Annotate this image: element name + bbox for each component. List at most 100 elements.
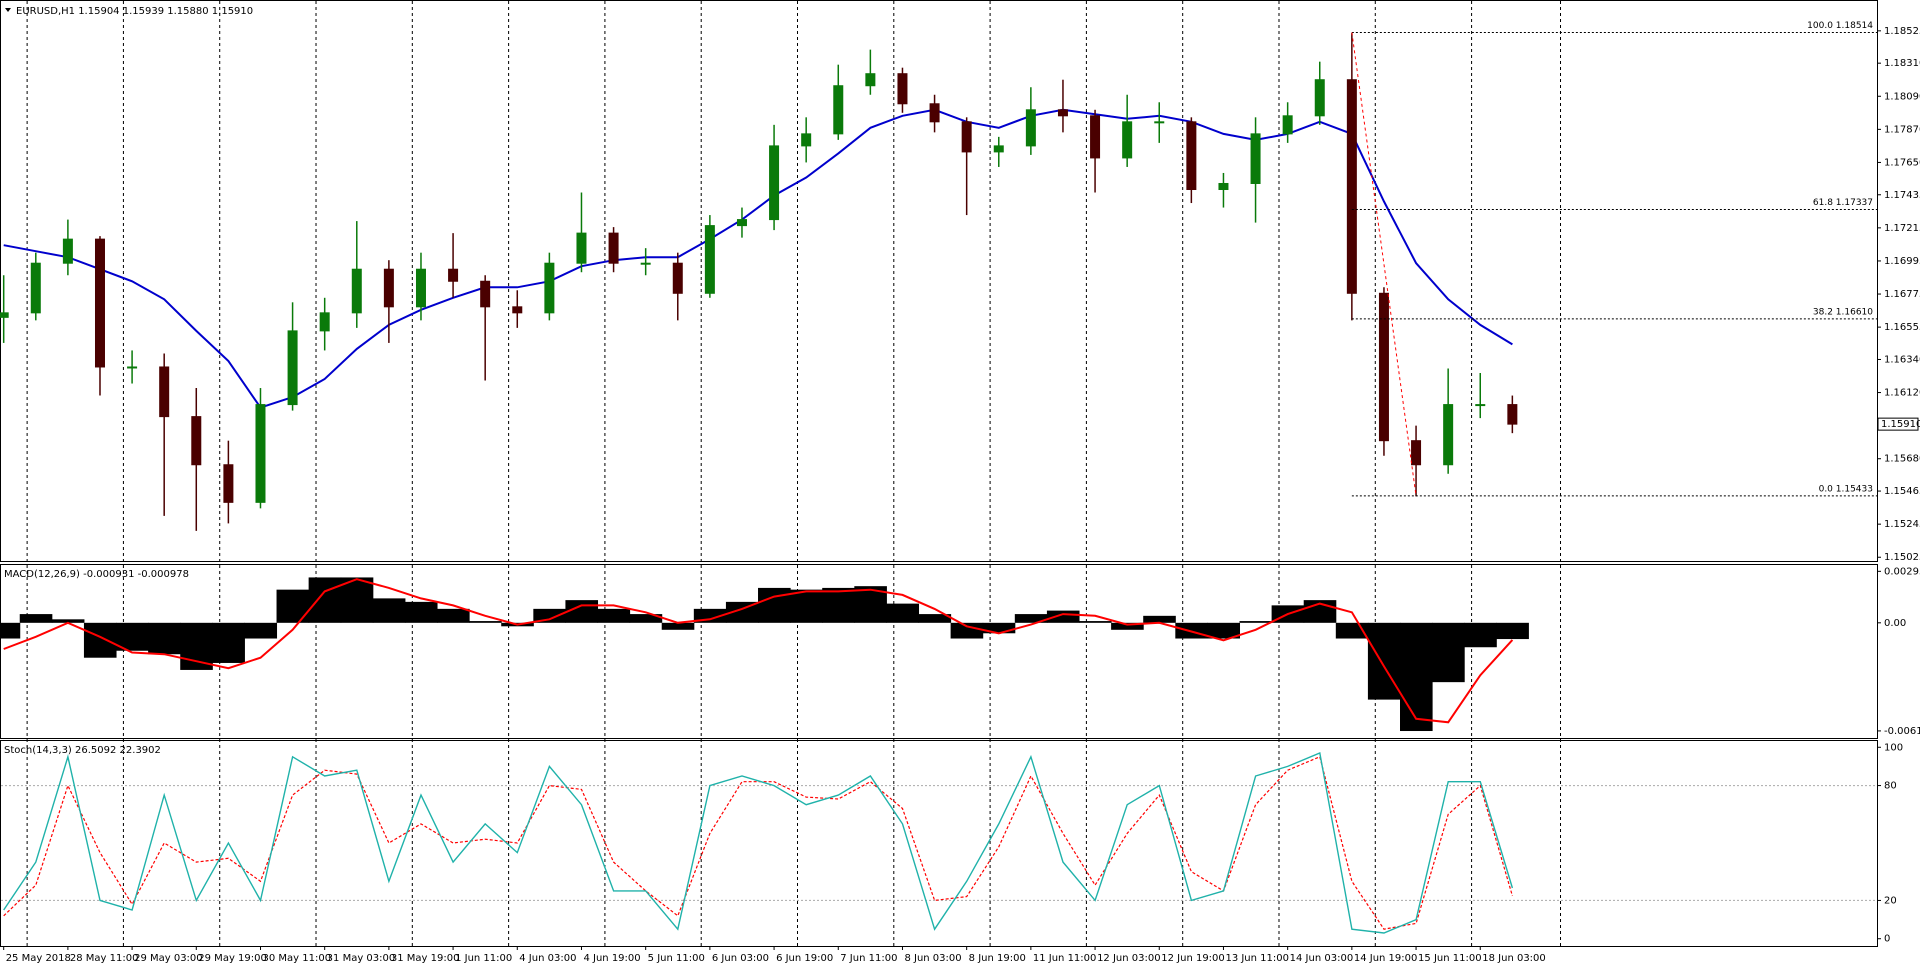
y-tick-label: 1.16555: [1884, 322, 1920, 333]
x-tick-label: 18 Jun 03:00: [1482, 953, 1546, 964]
candle-body: [94, 238, 105, 368]
symbol-menu-arrow[interactable]: [5, 8, 11, 12]
stoch-main: [3, 752, 1514, 934]
y-tick-label: 1.15025: [1884, 552, 1920, 563]
candle-body: [865, 73, 876, 87]
macd-bar: [116, 622, 149, 651]
candle-body: [833, 85, 844, 135]
macd-bar: [1496, 622, 1529, 640]
macd-bar: [212, 622, 245, 663]
x-tick-label: 12 Jun 03:00: [1097, 953, 1161, 964]
y-tick-label: 0.00295: [1884, 566, 1920, 577]
candle-body: [1411, 440, 1422, 466]
x-tick-label: 5 Jun 11:00: [648, 953, 705, 964]
y-tick-label: 1.16340: [1884, 354, 1920, 365]
macd-bar: [19, 614, 53, 623]
candle-body: [1443, 404, 1454, 466]
y-tick-label: 1.16120: [1884, 388, 1920, 399]
y-tick-label: 20: [1884, 895, 1897, 906]
candle-body: [448, 268, 459, 282]
candle-body: [351, 268, 362, 314]
candle-body: [769, 145, 780, 221]
macd-bar: [0, 622, 21, 639]
candle-body: [1057, 109, 1068, 117]
y-tick-label: 0.00: [1884, 618, 1906, 629]
x-tick-label: 7 Jun 11:00: [840, 953, 897, 964]
candle-body: [1186, 121, 1197, 191]
macd-bar: [1207, 622, 1241, 639]
x-tick-label: 4 Jun 19:00: [583, 953, 640, 964]
y-tick-label: 100: [1884, 742, 1903, 753]
y-tick-label: 1.18525: [1884, 26, 1920, 37]
candle-body: [1154, 121, 1165, 124]
x-tick-label: 31 May 03:00: [327, 953, 396, 964]
macd-bar: [1046, 610, 1080, 623]
candle-body: [1025, 109, 1036, 147]
candle-body: [1378, 292, 1389, 442]
macd-bar: [1367, 622, 1401, 700]
candle-body: [191, 416, 202, 466]
candle-body: [608, 232, 619, 264]
last-price-box: [1877, 417, 1919, 431]
macd-bar: [982, 622, 1016, 634]
macd-bar: [437, 608, 470, 623]
candle-body: [159, 366, 170, 418]
macd-bar: [886, 603, 920, 623]
candle-body: [0, 312, 9, 318]
macd-bar: [1079, 621, 1112, 623]
macd-bar: [340, 577, 374, 623]
macd-bar: [725, 601, 759, 623]
candle-body: [1250, 133, 1261, 184]
macd-bar: [822, 587, 855, 623]
macd-bar: [661, 622, 695, 630]
macd-bar: [1464, 622, 1497, 648]
candle-body: [544, 262, 555, 314]
macd-bar: [308, 577, 342, 623]
x-tick-label: 11 Jun 11:00: [1033, 953, 1097, 964]
y-tick-label: 1.17435: [1884, 190, 1920, 201]
candle-body: [576, 232, 587, 264]
y-tick-label: 0: [1884, 934, 1890, 945]
candle-body: [223, 464, 234, 503]
y-tick-label: 1.16775: [1884, 289, 1920, 300]
candle-body: [736, 219, 747, 227]
fibo-label: 100.0 1.18514: [1807, 21, 1873, 31]
macd-bar: [1111, 622, 1144, 630]
candle-body: [480, 280, 491, 308]
macd-bar: [1143, 615, 1176, 623]
candle-body: [1090, 115, 1101, 159]
x-tick-label: 30 May 11:00: [262, 953, 331, 964]
x-tick-label: 29 May 19:00: [198, 953, 267, 964]
macd-panel: [0, 564, 1878, 739]
y-tick-label: 1.15465: [1884, 486, 1920, 497]
y-tick-label: 1.17215: [1884, 223, 1920, 234]
macd-bar: [244, 622, 278, 639]
candle-body: [383, 268, 394, 308]
y-tick-label: 1.17650: [1884, 157, 1920, 168]
y-tick-label: 1.18310: [1884, 58, 1920, 69]
candle-body: [512, 306, 523, 314]
candle-body: [319, 312, 330, 332]
macd-bar: [597, 608, 631, 623]
stoch-title: Stoch(14,3,3) 26.5092 22.3902: [4, 745, 161, 756]
candle-body: [415, 268, 426, 308]
macd-bar: [51, 619, 85, 623]
candle-body: [1346, 79, 1357, 294]
macd-bar: [565, 600, 599, 623]
candle-body: [897, 73, 908, 105]
candle-body: [672, 262, 683, 294]
candle-body: [127, 366, 138, 369]
moving-average: [3, 108, 1513, 409]
candle-body: [255, 404, 266, 503]
macd-bar: [533, 608, 566, 623]
macd-bar: [1400, 622, 1433, 732]
y-tick-label: 1.18090: [1884, 91, 1920, 102]
candle-body: [993, 145, 1004, 153]
main-title: EURUSD,H1 1.15904 1.15939 1.15880 1.1591…: [16, 6, 253, 17]
y-tick-label: 1.15680: [1884, 454, 1920, 465]
x-tick-label: 29 May 03:00: [134, 953, 203, 964]
candle-body: [961, 121, 972, 153]
